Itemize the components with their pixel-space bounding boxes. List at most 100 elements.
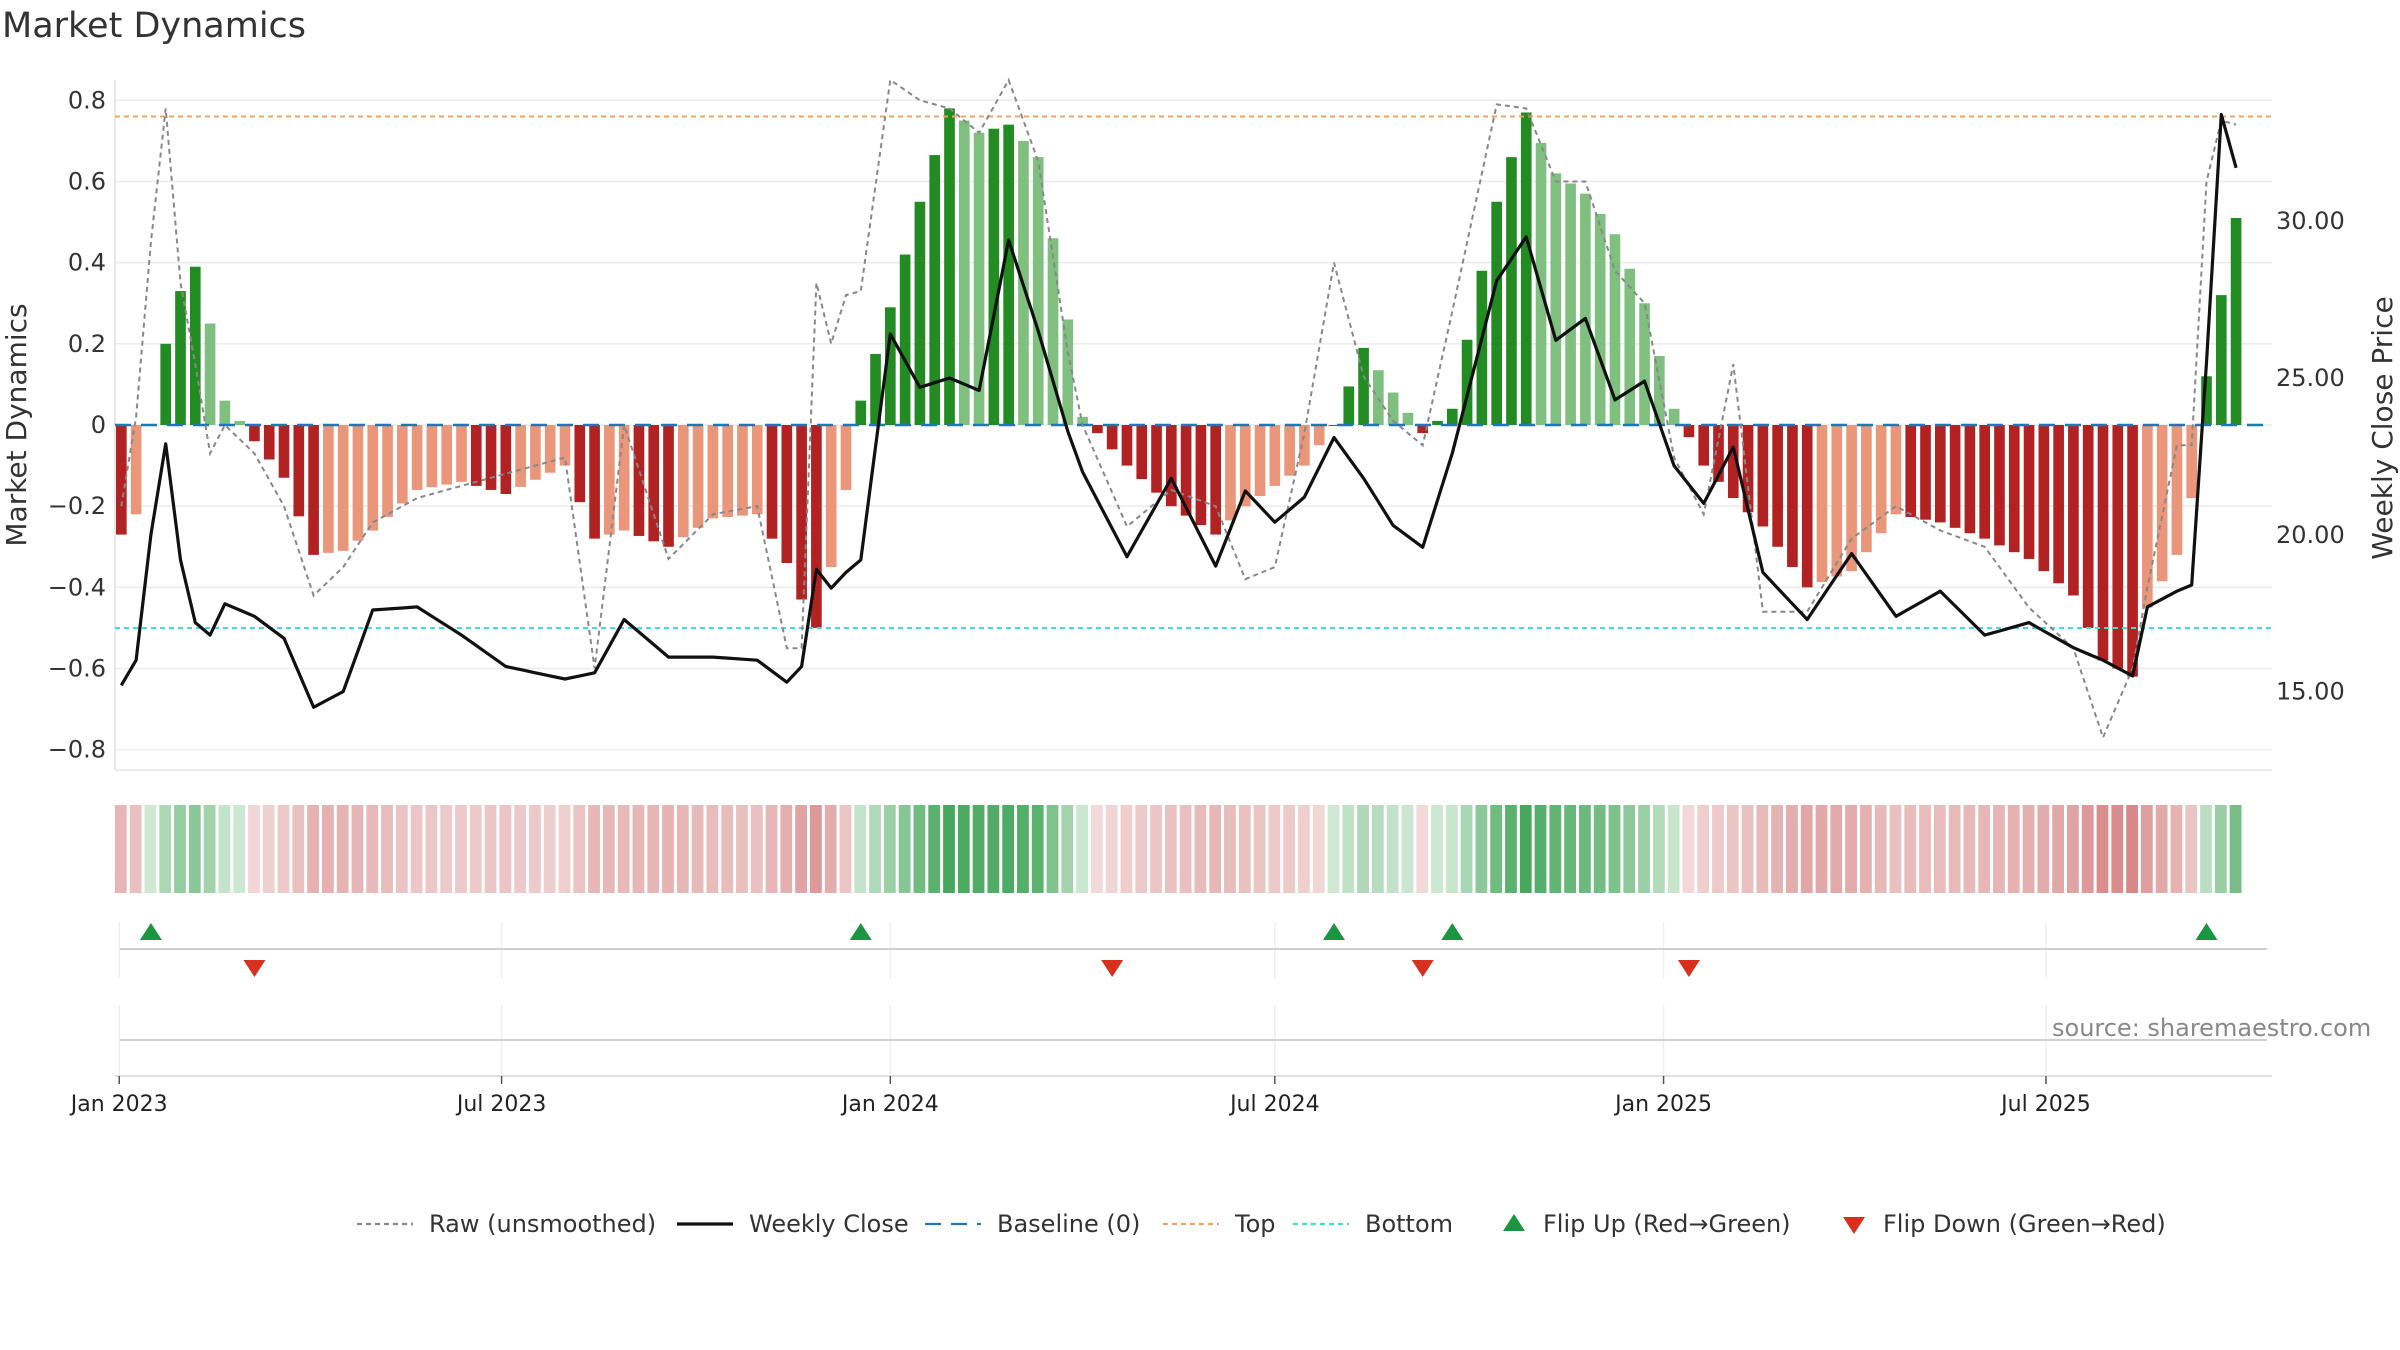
dynamics-bar [1609, 234, 1621, 425]
dynamics-bar [1402, 412, 1414, 425]
regime-cell [395, 805, 408, 893]
regime-cell [573, 805, 586, 893]
dynamics-bar [189, 266, 201, 425]
dynamics-bar [1565, 183, 1576, 425]
regime-cell [336, 805, 349, 893]
dynamics-bar [885, 307, 896, 425]
dynamics-bar [456, 425, 467, 482]
dynamics-bar [1816, 425, 1828, 582]
regime-cell [218, 805, 231, 893]
regime-cell [1031, 805, 1044, 893]
regime-cell [1830, 805, 1843, 893]
dynamics-bar [692, 425, 704, 528]
regime-cell [1889, 805, 1902, 893]
dynamics-bar [633, 425, 645, 536]
regime-cell [262, 805, 275, 893]
dynamics-bar [870, 353, 881, 425]
y-tick-label: 0.4 [68, 249, 106, 277]
dynamics-bar [1550, 173, 1562, 425]
regime-cell [2037, 805, 2050, 893]
regime-cell [1209, 805, 1222, 893]
regime-cell [2111, 805, 2124, 893]
regime-cell [1283, 805, 1296, 893]
dynamics-bar [2127, 425, 2138, 677]
dynamics-bar [1225, 425, 1236, 521]
dynamics-bar [1077, 416, 1088, 425]
dynamics-bar [1239, 425, 1251, 507]
regime-cell [824, 805, 837, 893]
regime-cell [1120, 805, 1133, 893]
flip-up-marker [1441, 923, 1464, 940]
regime-cell [2155, 805, 2168, 893]
regime-cell [1135, 805, 1148, 893]
legend-label: Flip Up (Red→Green) [1543, 1210, 1791, 1238]
legend-item: Flip Up (Red→Green) [1503, 1210, 1791, 1238]
dynamics-bar [1358, 347, 1369, 425]
y-axis-label: Market Dynamics [0, 303, 33, 546]
regime-cell [1549, 805, 1562, 893]
dynamics-bar [2023, 425, 2035, 559]
dynamics-bar [929, 155, 941, 425]
regime-cell [1978, 805, 1991, 893]
regime-cell [1741, 805, 1754, 893]
regime-cell [381, 805, 393, 893]
regime-cell [1771, 805, 1784, 893]
dynamics-bar [973, 132, 985, 425]
y-tick-label: −0.6 [48, 655, 106, 683]
regime-cell [1874, 805, 1887, 893]
regime-cell [854, 805, 867, 893]
regime-cell [529, 805, 541, 893]
flip-down-marker [1101, 960, 1124, 977]
regime-cell [1090, 805, 1103, 893]
regime-cell [1593, 805, 1606, 893]
dynamics-bar [1299, 425, 1310, 466]
x-tick-label: Jul 2024 [1228, 1092, 1320, 1117]
dynamics-bar [500, 425, 512, 494]
regime-cell [1002, 805, 1015, 893]
regime-cell [1697, 805, 1710, 893]
regime-cell [883, 805, 896, 893]
dynamics-bar [1757, 425, 1769, 527]
chart-title: Market Dynamics [2, 6, 307, 46]
raw-line [120, 77, 2237, 741]
regime-cell [1712, 805, 1724, 893]
dynamics-bars [116, 108, 2242, 677]
dynamics-bar [1092, 425, 1103, 434]
dynamics-bar [1121, 425, 1133, 466]
regime-cell [292, 805, 305, 893]
dynamics-bar [308, 425, 319, 555]
dynamics-bar [2156, 425, 2168, 582]
dynamics-bar [160, 343, 172, 425]
regime-cell [957, 805, 970, 893]
regime-cell [455, 805, 467, 893]
dynamics-bar [441, 425, 453, 485]
dynamics-bar [2112, 425, 2124, 669]
dynamics-bar [648, 425, 660, 542]
dynamics-bar [204, 323, 216, 425]
dynamics-bar [604, 425, 615, 535]
legend-item: Raw (unsmoothed) [357, 1210, 656, 1238]
regime-cell [632, 805, 645, 893]
regime-cell [1682, 805, 1695, 893]
legend: Raw (unsmoothed) Weekly Close Baseline (0)… [357, 1210, 2166, 1238]
y-tick-label: 0.8 [68, 86, 106, 114]
dynamics-bar [1520, 112, 1532, 426]
dynamics-bar [1210, 425, 1222, 535]
dynamics-bar [1934, 425, 1946, 523]
regime-cell [1564, 805, 1576, 893]
y-tick-label: 0.6 [68, 167, 106, 195]
regime-cell [1061, 805, 1074, 893]
y-tick-label: −0.4 [48, 573, 106, 601]
regime-cell [1194, 805, 1207, 893]
dynamics-bar [2038, 425, 2050, 572]
regime-cell [558, 805, 571, 893]
regime-cell [1164, 805, 1177, 893]
dynamics-bar [1491, 201, 1502, 425]
dynamics-bar [1506, 157, 1517, 425]
dynamics-bar [352, 425, 364, 541]
bottom-panel: Jan 2023 Jul 2023 Jan 2024 Jul 2024 Jan 2025… [69, 1005, 2272, 1117]
dynamics-bar [958, 120, 970, 426]
dynamics-bar [1727, 425, 1739, 499]
regime-cell [307, 805, 319, 893]
